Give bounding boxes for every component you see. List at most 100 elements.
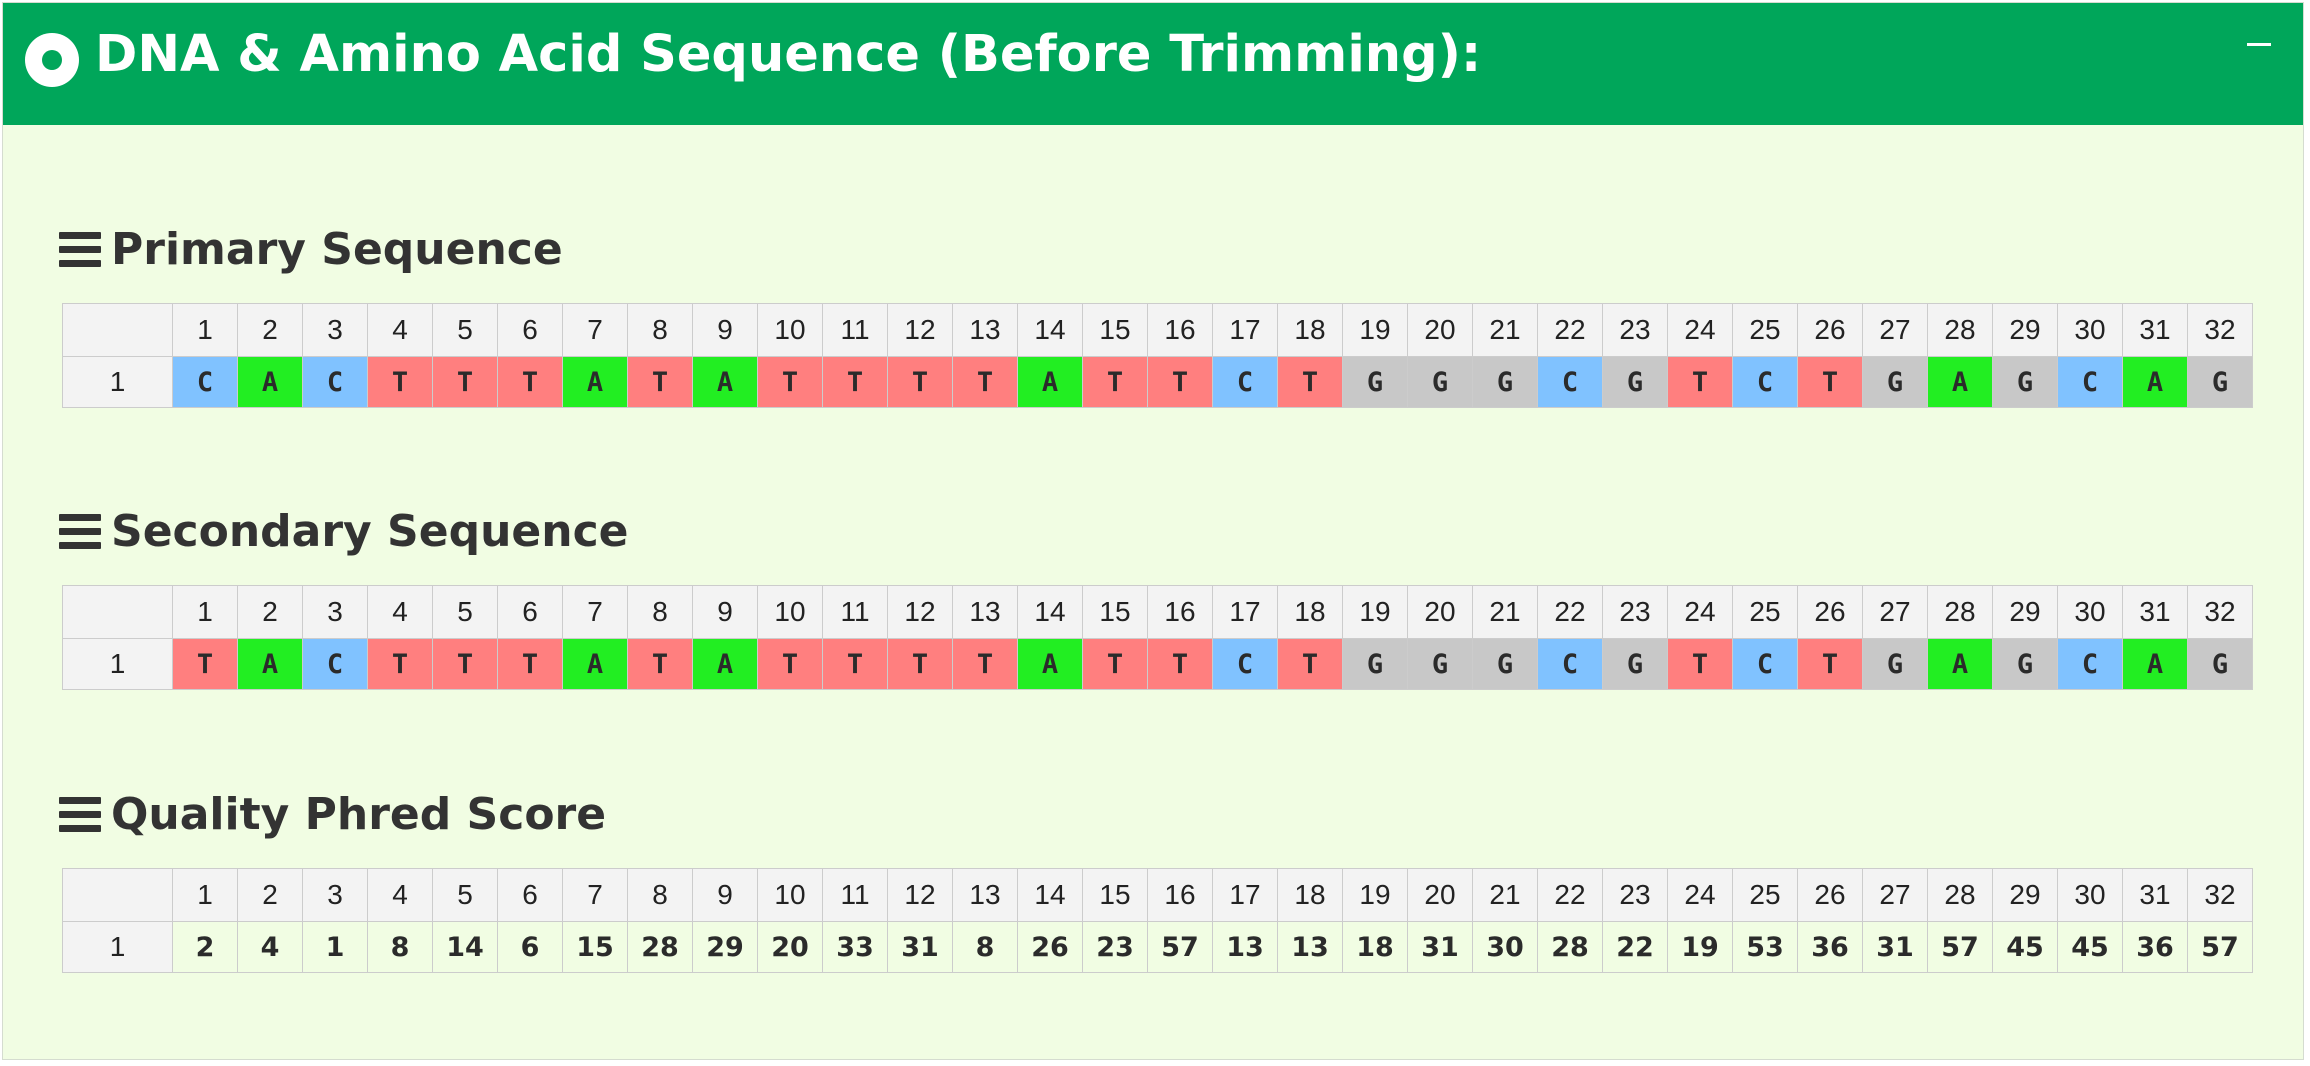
- score-cell[interactable]: 8: [367, 921, 433, 973]
- column-header[interactable]: 22: [1537, 585, 1603, 639]
- base-cell[interactable]: C: [1537, 638, 1603, 690]
- column-header[interactable]: 28: [1927, 868, 1993, 922]
- base-cell[interactable]: G: [1862, 638, 1928, 690]
- column-header[interactable]: 21: [1472, 585, 1538, 639]
- base-cell[interactable]: T: [757, 638, 823, 690]
- base-cell[interactable]: A: [237, 356, 303, 408]
- column-header[interactable]: 25: [1732, 585, 1798, 639]
- base-cell[interactable]: G: [2187, 638, 2253, 690]
- column-header[interactable]: 6: [497, 868, 563, 922]
- column-header[interactable]: 3: [302, 868, 368, 922]
- base-cell[interactable]: G: [1342, 356, 1408, 408]
- base-cell[interactable]: A: [692, 638, 758, 690]
- base-cell[interactable]: C: [1537, 356, 1603, 408]
- column-header[interactable]: 32: [2187, 585, 2253, 639]
- score-cell[interactable]: 28: [1537, 921, 1603, 973]
- column-header[interactable]: 6: [497, 303, 563, 357]
- column-header[interactable]: 4: [367, 868, 433, 922]
- score-cell[interactable]: 31: [887, 921, 953, 973]
- column-header[interactable]: 13: [952, 303, 1018, 357]
- column-header[interactable]: 19: [1342, 585, 1408, 639]
- base-cell[interactable]: C: [172, 356, 238, 408]
- column-header[interactable]: 12: [887, 585, 953, 639]
- score-cell[interactable]: 20: [757, 921, 823, 973]
- base-cell[interactable]: G: [1407, 356, 1473, 408]
- column-header[interactable]: 11: [822, 585, 888, 639]
- row-header[interactable]: 1: [62, 921, 173, 973]
- base-cell[interactable]: G: [1472, 638, 1538, 690]
- column-header[interactable]: 23: [1602, 303, 1668, 357]
- column-header[interactable]: 26: [1797, 303, 1863, 357]
- column-header[interactable]: 31: [2122, 303, 2188, 357]
- column-header[interactable]: 23: [1602, 585, 1668, 639]
- score-cell[interactable]: 8: [952, 921, 1018, 973]
- column-header[interactable]: 1: [172, 868, 238, 922]
- column-header[interactable]: 18: [1277, 303, 1343, 357]
- score-cell[interactable]: 13: [1212, 921, 1278, 973]
- base-cell[interactable]: C: [302, 356, 368, 408]
- column-header[interactable]: 25: [1732, 868, 1798, 922]
- score-cell[interactable]: 26: [1017, 921, 1083, 973]
- column-header[interactable]: 24: [1667, 303, 1733, 357]
- base-cell[interactable]: C: [302, 638, 368, 690]
- column-header[interactable]: 5: [432, 868, 498, 922]
- column-header[interactable]: 19: [1342, 868, 1408, 922]
- column-header[interactable]: 22: [1537, 303, 1603, 357]
- column-header[interactable]: 10: [757, 585, 823, 639]
- score-cell[interactable]: 57: [1147, 921, 1213, 973]
- score-cell[interactable]: 33: [822, 921, 888, 973]
- column-header[interactable]: 24: [1667, 585, 1733, 639]
- base-cell[interactable]: T: [952, 638, 1018, 690]
- column-header[interactable]: 23: [1602, 868, 1668, 922]
- column-header[interactable]: 9: [692, 585, 758, 639]
- column-header[interactable]: 18: [1277, 868, 1343, 922]
- base-cell[interactable]: C: [2057, 356, 2123, 408]
- quality-score-table[interactable]: 1 2 3 4 5 6 7 8 9 10 11 12 13 14 15 16 17 18 19 20 21 22 23 24 2…: [62, 868, 2253, 973]
- column-header[interactable]: 27: [1862, 303, 1928, 357]
- base-cell[interactable]: T: [1277, 356, 1343, 408]
- score-cell[interactable]: 14: [432, 921, 498, 973]
- score-cell[interactable]: 22: [1602, 921, 1668, 973]
- row-header[interactable]: 1: [62, 356, 173, 408]
- column-header[interactable]: 26: [1797, 868, 1863, 922]
- column-header[interactable]: 10: [757, 303, 823, 357]
- score-cell[interactable]: 45: [2057, 921, 2123, 973]
- column-header[interactable]: 29: [1992, 585, 2058, 639]
- column-header[interactable]: 31: [2122, 585, 2188, 639]
- base-cell[interactable]: T: [887, 638, 953, 690]
- column-header[interactable]: 4: [367, 585, 433, 639]
- column-header[interactable]: 29: [1992, 303, 2058, 357]
- base-cell[interactable]: T: [1082, 638, 1148, 690]
- column-header[interactable]: 16: [1147, 868, 1213, 922]
- score-cell[interactable]: 45: [1992, 921, 2058, 973]
- base-cell[interactable]: G: [1342, 638, 1408, 690]
- base-cell[interactable]: A: [562, 638, 628, 690]
- score-cell[interactable]: 23: [1082, 921, 1148, 973]
- column-header[interactable]: 11: [822, 868, 888, 922]
- column-header[interactable]: 4: [367, 303, 433, 357]
- base-cell[interactable]: T: [1082, 356, 1148, 408]
- base-cell[interactable]: G: [1862, 356, 1928, 408]
- score-cell[interactable]: 36: [1797, 921, 1863, 973]
- column-header[interactable]: 24: [1667, 868, 1733, 922]
- score-cell[interactable]: 28: [627, 921, 693, 973]
- column-header[interactable]: 21: [1472, 868, 1538, 922]
- score-cell[interactable]: 29: [692, 921, 758, 973]
- row-header[interactable]: 1: [62, 638, 173, 690]
- column-header[interactable]: 28: [1927, 303, 1993, 357]
- score-cell[interactable]: 57: [2187, 921, 2253, 973]
- base-cell[interactable]: A: [2122, 356, 2188, 408]
- base-cell[interactable]: T: [627, 638, 693, 690]
- base-cell[interactable]: T: [497, 638, 563, 690]
- column-header[interactable]: 8: [627, 868, 693, 922]
- column-header[interactable]: 15: [1082, 585, 1148, 639]
- base-cell[interactable]: T: [1147, 356, 1213, 408]
- base-cell[interactable]: A: [1017, 638, 1083, 690]
- column-header[interactable]: 16: [1147, 303, 1213, 357]
- base-cell[interactable]: T: [1797, 356, 1863, 408]
- score-cell[interactable]: 53: [1732, 921, 1798, 973]
- column-header[interactable]: 13: [952, 585, 1018, 639]
- base-cell[interactable]: G: [1992, 638, 2058, 690]
- base-cell[interactable]: C: [2057, 638, 2123, 690]
- base-cell[interactable]: T: [822, 356, 888, 408]
